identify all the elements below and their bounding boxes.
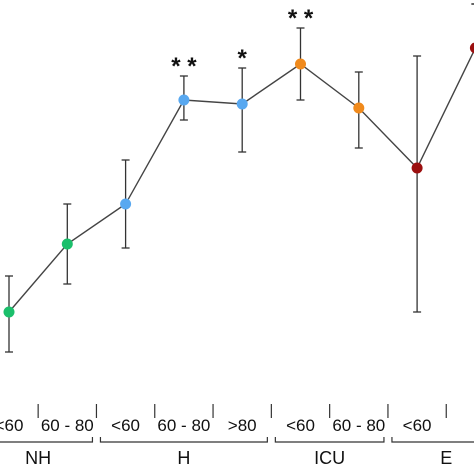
- error-bars: [5, 3, 474, 353]
- group-label: H: [177, 448, 190, 468]
- data-points: [3, 42, 474, 318]
- data-point: [236, 98, 248, 110]
- significance-label: *: [238, 45, 248, 72]
- x-tick-label: 60 - 80: [41, 416, 94, 435]
- group-label: ICU: [314, 448, 345, 468]
- significance-labels: * * * * * *: [171, 0, 474, 80]
- group-bracket: [274, 437, 385, 443]
- series-line: [8, 49, 474, 313]
- data-point: [353, 102, 365, 114]
- x-tick-label: 60 - 80: [157, 416, 210, 435]
- x-tick-label: <60: [0, 416, 23, 435]
- significance-label: * *: [171, 53, 197, 80]
- data-point: [295, 58, 306, 70]
- data-point: [411, 162, 423, 174]
- data-point: [178, 94, 190, 106]
- significance-label: * *: [288, 5, 314, 32]
- data-point: [3, 306, 15, 318]
- group-label: E: [440, 448, 452, 468]
- significance-label: *: [471, 0, 474, 8]
- series-polyline: [8, 49, 474, 313]
- data-point: [120, 198, 132, 210]
- x-tick-label: <60: [111, 416, 140, 435]
- x-tick-label: 60 - 80: [332, 416, 385, 435]
- data-point: [61, 238, 73, 250]
- group-bracket: [391, 437, 474, 443]
- x-tick-label: >80: [228, 416, 257, 435]
- group-labels: NH H ICU E: [0, 437, 474, 468]
- group-label: NH: [25, 448, 51, 468]
- x-axis: <60 60 - 80 <60 60 - 80 >80 <60 60 - 80 <60: [0, 404, 447, 435]
- x-tick-label: <60: [403, 416, 432, 435]
- group-bracket: [0, 437, 94, 443]
- x-tick-label: <60: [286, 416, 315, 435]
- group-bracket: [99, 437, 268, 443]
- data-point: [469, 42, 474, 54]
